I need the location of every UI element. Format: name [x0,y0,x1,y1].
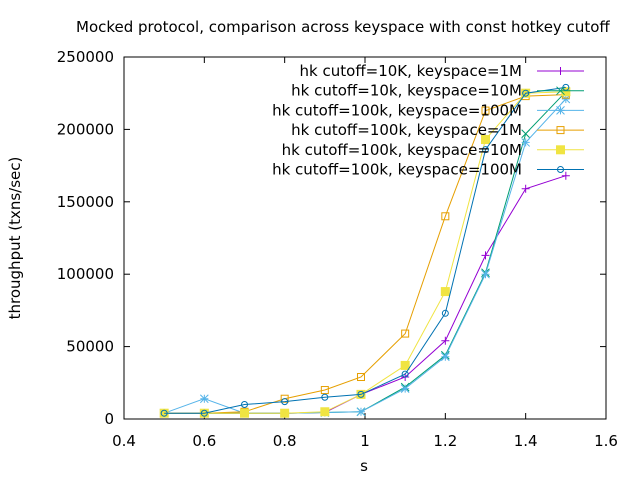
data-point-marker [320,386,329,395]
plot-area-border [123,56,607,420]
data-point-marker [482,146,489,154]
x-tick-label: 0.6 [192,432,216,450]
x-tick-label: 1.6 [594,432,618,450]
data-point-marker [481,135,490,145]
y-tick-label: 100000 [57,265,114,283]
data-point-marker [556,145,565,155]
data-point-marker [556,106,565,115]
data-point-marker [521,129,531,139]
legend-label: hk cutoff=100k, keyspace=10M [282,141,522,159]
chart-title: Mocked protocol, comparison across keysp… [76,18,610,36]
legend-label: hk cutoff=100k, keyspace=1M [291,121,522,139]
data-point-marker [556,126,565,135]
series-line [164,175,566,414]
data-point-marker [400,384,410,393]
series-line [164,86,566,414]
data-point-marker [441,309,449,317]
data-point-marker [521,138,531,147]
data-point-marker [401,370,409,378]
data-point-marker [280,394,289,403]
data-point-marker [441,336,450,345]
data-point-marker [556,67,565,75]
x-tick-label: 0.4 [112,432,136,450]
data-point-marker [356,407,366,417]
data-point-marker [240,408,249,418]
y-axis-label: throughput (txns/sec) [6,157,24,320]
data-point-marker [441,212,450,221]
data-point-marker [199,394,209,404]
series-6 [160,83,570,417]
data-point-marker [440,287,450,297]
data-point-marker [440,352,450,362]
data-point-marker [281,398,289,406]
data-point-marker [521,184,530,193]
data-point-marker [557,166,564,173]
data-point-marker [321,393,329,401]
data-point-marker [481,269,490,279]
legend-label: hk cutoff=10K, keyspace=1M [300,62,522,80]
data-point-marker [401,329,410,338]
data-point-marker [561,171,570,180]
x-axis-label: s [360,457,368,475]
data-point-marker [356,373,365,382]
data-point-marker [556,86,565,96]
y-tick-label: 50000 [66,338,114,356]
y-tick-label: 250000 [57,48,114,66]
legend-label: hk cutoff=10k, keyspace=10M [291,82,522,100]
y-tick-label: 0 [104,410,114,428]
data-point-marker [481,251,490,260]
series-1 [160,171,570,418]
series-layer [159,83,571,418]
legend-label: hk cutoff=100k, keyspace=100M [272,101,522,119]
x-tick-label: 1.4 [514,432,538,450]
data-point-marker [280,408,290,418]
series-line [164,94,566,414]
legend-label: hk cutoff=100k, keyspace=100M [272,161,522,179]
x-tick-label: 1.2 [433,432,457,450]
x-tick-label: 1 [360,432,370,450]
axis-ticks: 0.4 0.6 0.8 1 1.2 1.4 1.6 0 50000 100000 150000 200… [57,48,618,450]
data-point-marker [320,407,330,417]
data-point-marker [481,106,490,115]
data-point-marker [522,89,530,97]
data-point-marker [400,360,410,370]
data-point-marker [241,401,248,409]
data-point-marker [561,94,571,104]
data-point-marker [200,409,208,417]
x-tick-label: 0.8 [273,432,297,450]
legend: hk cutoff=10K, keyspace=1M hk cutoff=10k,… [272,62,584,179]
y-tick-label: 150000 [57,193,114,211]
y-tick-label: 200000 [57,120,114,138]
data-point-marker [160,409,168,417]
data-point-marker [357,390,365,398]
